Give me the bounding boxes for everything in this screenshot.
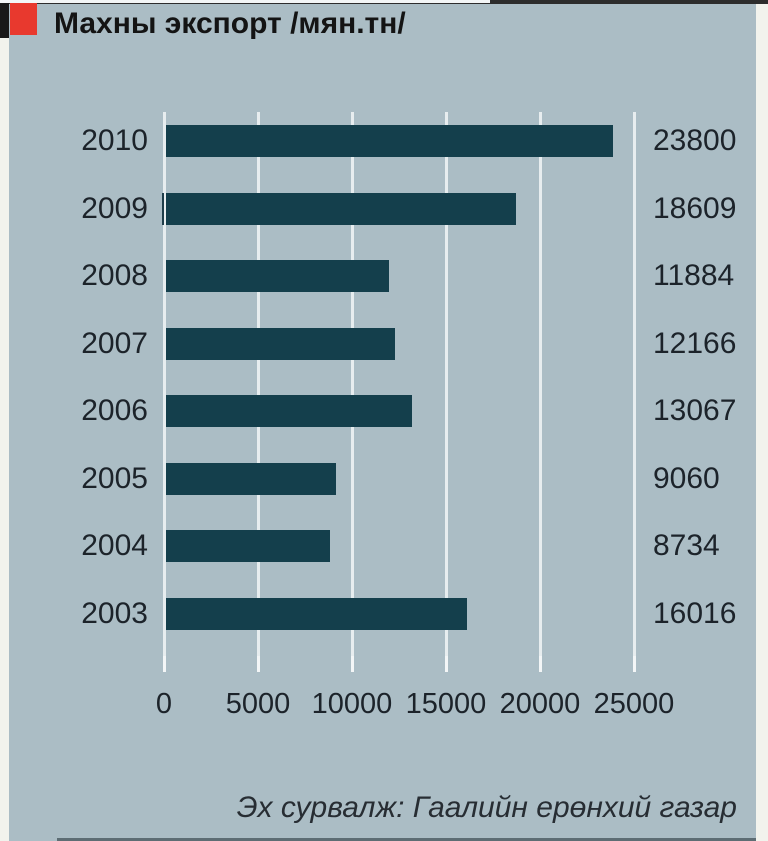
bar	[166, 327, 395, 360]
axis-tick	[632, 656, 636, 672]
red-bullet-icon	[10, 2, 37, 35]
category-label: 2008	[81, 259, 148, 292]
value-label: 12166	[653, 326, 737, 360]
gridline	[632, 112, 636, 659]
gridline	[444, 112, 448, 659]
value-label: 23800	[653, 124, 737, 157]
value-label: 18609	[653, 191, 737, 225]
bar	[166, 260, 390, 292]
category-label: 2007	[81, 326, 148, 360]
category-label: 2010	[81, 124, 148, 157]
bar	[166, 597, 468, 630]
value-label: 9060	[653, 461, 720, 495]
value-label: 8734	[653, 529, 720, 562]
corner-mark	[0, 0, 9, 38]
gridline	[162, 112, 166, 659]
gridline	[538, 112, 542, 659]
value-label: 11884	[653, 259, 735, 292]
axis-tick	[350, 656, 354, 672]
axis-tick-label: 15000	[405, 688, 487, 720]
axis-tick-label: 10000	[311, 688, 393, 720]
axis-tick-label: 5000	[225, 688, 291, 720]
axis-tick-label: 20000	[499, 688, 581, 720]
axis-tick	[256, 656, 260, 672]
category-label: 2009	[81, 191, 148, 225]
axis-tick	[538, 656, 542, 672]
bottom-border	[57, 838, 756, 841]
axis-tick-label: 0	[155, 688, 173, 720]
bar	[166, 395, 412, 427]
bar-left-tick	[162, 192, 164, 225]
bar	[166, 125, 614, 157]
gridline	[350, 112, 354, 659]
axis-tick	[162, 656, 166, 672]
category-label: 2005	[81, 461, 148, 495]
bar	[166, 462, 337, 495]
value-label: 13067	[653, 394, 737, 427]
source-caption: Эх сурвалж: Гаалийн ерөнхий газар	[236, 791, 737, 824]
value-label: 16016	[653, 596, 737, 630]
gridline	[256, 112, 260, 659]
category-label: 2006	[81, 394, 148, 427]
chart-title: Махны экспорт /мян.тн/	[54, 7, 406, 40]
axis-tick-label: 25000	[593, 688, 675, 720]
axis-line	[0, 0, 490, 3]
bar	[166, 530, 331, 562]
category-label: 2003	[81, 596, 148, 630]
axis-tick	[444, 656, 448, 672]
x-axis: 0 5000 10000 15000 20000 25000	[0, 0, 768, 720]
bar	[166, 192, 516, 225]
category-label: 2004	[81, 529, 148, 562]
